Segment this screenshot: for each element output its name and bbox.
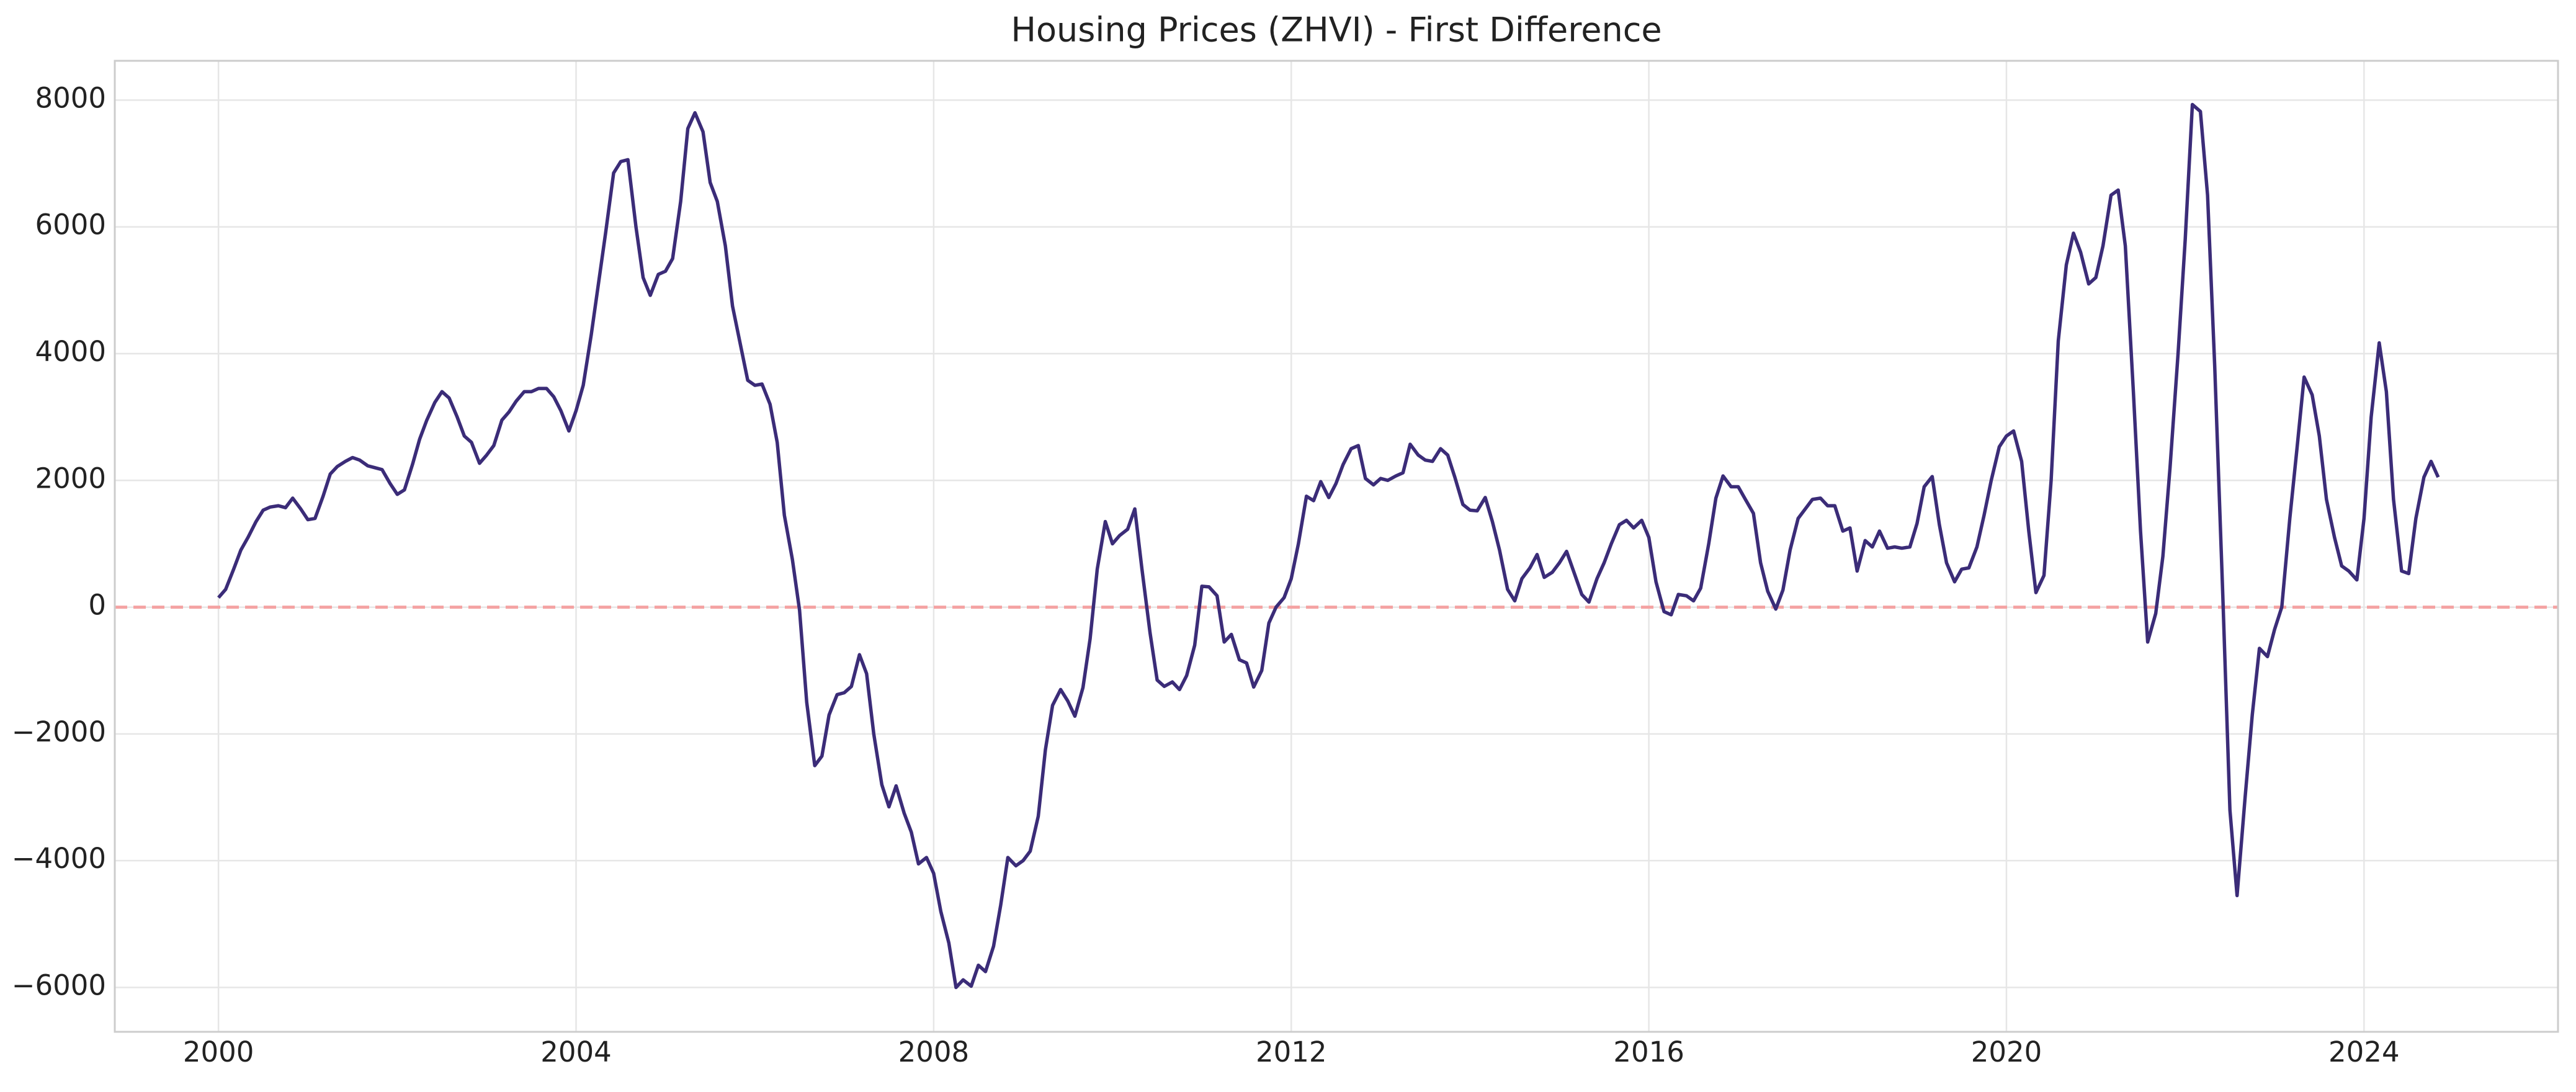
- y-tick-label: 8000: [35, 81, 106, 114]
- x-tick-label: 2004: [540, 1036, 612, 1068]
- x-tick-label: 2000: [183, 1036, 254, 1068]
- x-tick-label: 2008: [898, 1036, 970, 1068]
- y-tick-label: −6000: [12, 969, 106, 1001]
- y-tick-label: 2000: [35, 462, 106, 495]
- y-tick-label: 6000: [35, 208, 106, 241]
- x-tick-label: 2016: [1613, 1036, 1684, 1068]
- y-tick-label: 4000: [35, 335, 106, 368]
- x-tick-label: 2012: [1256, 1036, 1327, 1068]
- x-tick-label: 2020: [1971, 1036, 2042, 1068]
- y-tick-label: −2000: [12, 715, 106, 748]
- y-tick-label: 0: [88, 589, 106, 622]
- x-tick-label: 2024: [2328, 1036, 2400, 1068]
- plot-frame: [114, 60, 2559, 1033]
- data-line: [217, 102, 2440, 990]
- chart-title: Housing Prices (ZHVI) - First Difference: [1011, 11, 1661, 50]
- y-tick-label: −4000: [12, 842, 106, 875]
